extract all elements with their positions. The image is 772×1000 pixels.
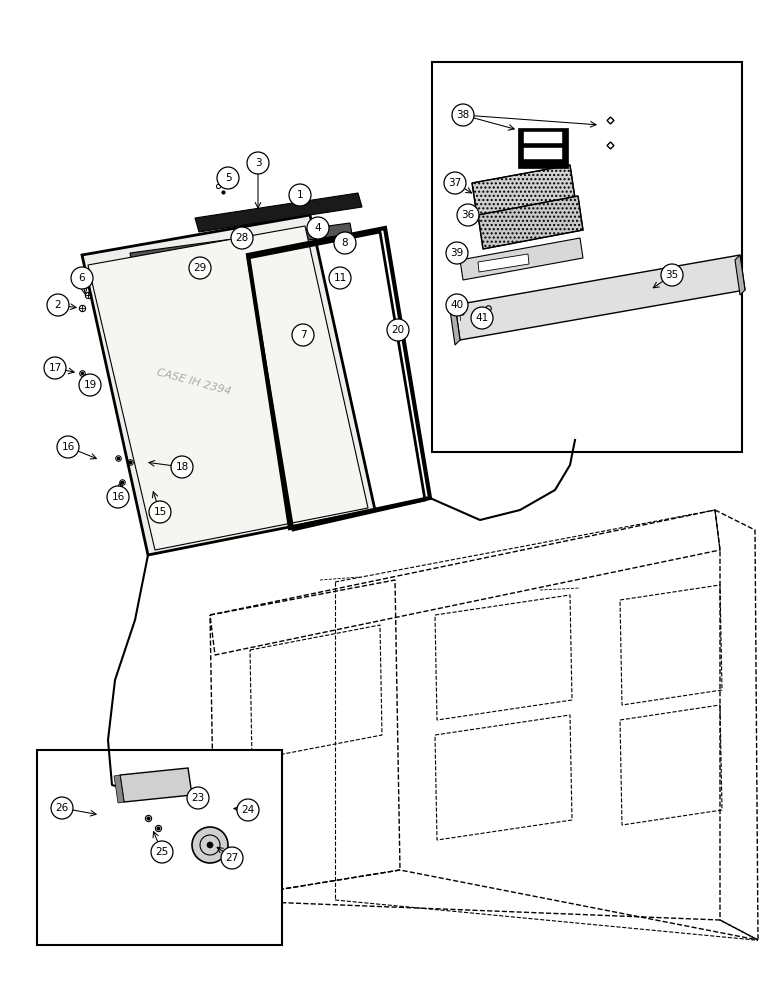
Circle shape [446,294,468,316]
Text: 7: 7 [300,330,306,340]
Text: 3: 3 [255,158,261,168]
Circle shape [192,827,228,863]
Polygon shape [735,255,745,295]
Text: 28: 28 [235,233,249,243]
Text: 2: 2 [55,300,61,310]
Polygon shape [518,128,568,168]
Circle shape [51,797,73,819]
Text: 4: 4 [315,223,321,233]
Text: 15: 15 [154,507,167,517]
Circle shape [47,294,69,316]
Polygon shape [524,132,562,143]
Circle shape [217,167,239,189]
Text: CASE IH 2394: CASE IH 2394 [155,368,232,397]
Circle shape [221,847,243,869]
Text: 36: 36 [462,210,475,220]
Text: 18: 18 [175,462,188,472]
Text: 1: 1 [296,190,303,200]
Polygon shape [455,255,745,340]
Text: 40: 40 [450,300,463,310]
Polygon shape [88,226,368,550]
Text: 17: 17 [49,363,62,373]
Text: 35: 35 [665,270,679,280]
Text: 23: 23 [191,793,205,803]
Text: 25: 25 [155,847,168,857]
Circle shape [151,841,173,863]
Circle shape [44,357,66,379]
Circle shape [231,227,253,249]
Circle shape [71,267,93,289]
Circle shape [334,232,356,254]
Polygon shape [460,238,583,280]
Polygon shape [195,193,362,232]
Circle shape [289,184,311,206]
Circle shape [189,257,211,279]
Text: 16: 16 [62,442,75,452]
Circle shape [207,842,213,848]
Circle shape [387,319,409,341]
Text: 41: 41 [476,313,489,323]
Bar [432,62,742,452]
Circle shape [247,152,269,174]
Text: 29: 29 [193,263,207,273]
Circle shape [329,267,351,289]
Polygon shape [472,165,575,216]
Circle shape [457,204,479,226]
Text: 16: 16 [111,492,124,502]
Text: 24: 24 [242,805,255,815]
Text: 11: 11 [334,273,347,283]
Circle shape [452,104,474,126]
Text: 20: 20 [391,325,405,335]
Circle shape [237,799,259,821]
Bar [37,750,282,945]
Text: 37: 37 [449,178,462,188]
Circle shape [171,456,193,478]
Circle shape [107,486,129,508]
Text: 5: 5 [225,173,232,183]
Circle shape [446,242,468,264]
Polygon shape [478,254,529,272]
Circle shape [661,264,683,286]
Circle shape [149,501,171,523]
Text: 27: 27 [225,853,239,863]
Polygon shape [130,223,352,264]
Text: 19: 19 [83,380,96,390]
Circle shape [307,217,329,239]
Polygon shape [114,775,124,803]
Polygon shape [120,768,192,802]
Polygon shape [82,215,375,555]
Circle shape [57,436,79,458]
Circle shape [292,324,314,346]
Text: 39: 39 [450,248,464,258]
Text: 26: 26 [56,803,69,813]
Text: 6: 6 [79,273,86,283]
Polygon shape [524,148,562,159]
Polygon shape [450,305,460,345]
Text: 38: 38 [456,110,469,120]
Text: 8: 8 [342,238,348,248]
Circle shape [444,172,466,194]
Circle shape [187,787,209,809]
Circle shape [79,374,101,396]
Circle shape [471,307,493,329]
Polygon shape [478,196,583,249]
